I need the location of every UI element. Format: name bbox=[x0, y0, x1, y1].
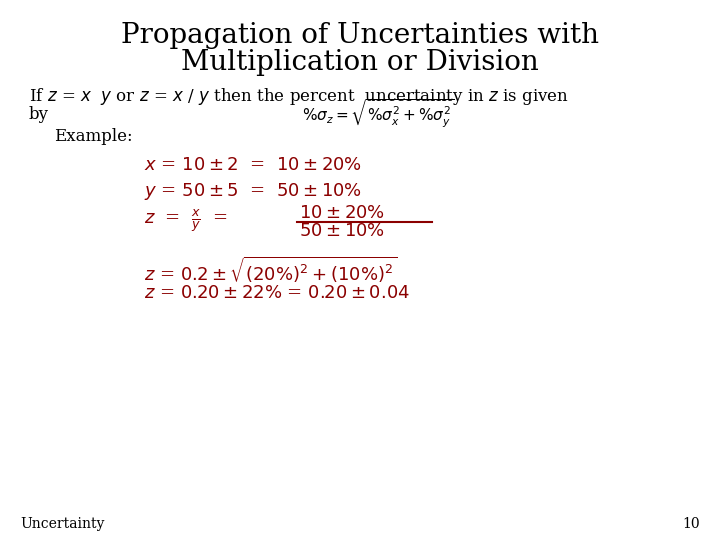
Text: $50 \pm 10\%$: $50 \pm 10\%$ bbox=[299, 222, 384, 240]
Text: $10 \pm 20\%$: $10 \pm 20\%$ bbox=[299, 204, 384, 222]
Text: $z$  =  $\frac{x}{y}$  =: $z$ = $\frac{x}{y}$ = bbox=[144, 207, 228, 234]
Text: $\%\sigma_z = \sqrt{\%\sigma_x^2 + \%\sigma_y^2}$: $\%\sigma_z = \sqrt{\%\sigma_x^2 + \%\si… bbox=[302, 97, 454, 130]
Text: Multiplication or Division: Multiplication or Division bbox=[181, 49, 539, 76]
Text: Uncertainty: Uncertainty bbox=[20, 517, 104, 531]
Text: $z$ = $0.2 \pm \sqrt{(20\%)^2 + (10\%)^2}$: $z$ = $0.2 \pm \sqrt{(20\%)^2 + (10\%)^2… bbox=[144, 255, 397, 285]
Text: $y$ = $50 \pm 5$  =  $50 \pm 10\%$: $y$ = $50 \pm 5$ = $50 \pm 10\%$ bbox=[144, 181, 362, 202]
Text: 10: 10 bbox=[683, 517, 700, 531]
Text: Example:: Example: bbox=[54, 127, 132, 145]
Text: Propagation of Uncertainties with: Propagation of Uncertainties with bbox=[121, 22, 599, 49]
Text: If $z$ = $x$  $y$ or $z$ = $x$ / $y$ then the percent  uncertainty in $z$ is giv: If $z$ = $x$ $y$ or $z$ = $x$ / $y$ then… bbox=[29, 86, 569, 106]
Text: $x$ = $10 \pm 2$  =  $10 \pm 20\%$: $x$ = $10 \pm 2$ = $10 \pm 20\%$ bbox=[144, 156, 362, 174]
Text: by: by bbox=[29, 106, 49, 123]
Text: $z$ = $0.20 \pm 22\%$ = $0.20 \pm 0.04$: $z$ = $0.20 \pm 22\%$ = $0.20 \pm 0.04$ bbox=[144, 284, 410, 302]
